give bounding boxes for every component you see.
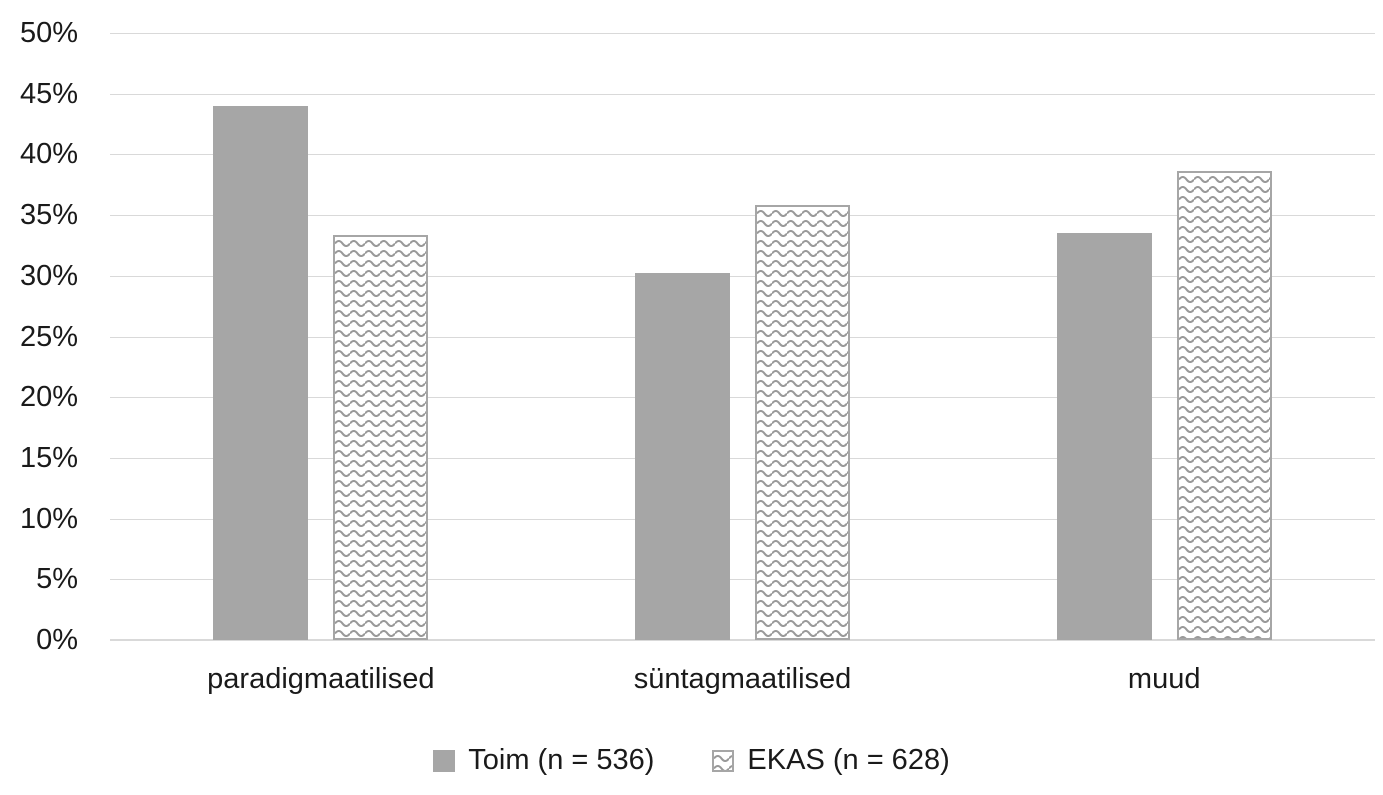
gridline-40 xyxy=(110,154,1375,156)
toim-bar-2 xyxy=(635,273,730,640)
bar-group-1 xyxy=(110,33,532,640)
gridline-20 xyxy=(110,397,1375,399)
gridline-35 xyxy=(110,215,1375,217)
y-tick-label-35: 35% xyxy=(19,199,78,232)
bar-group-3 xyxy=(953,33,1375,640)
gridline-50 xyxy=(110,33,1375,34)
gridline-15 xyxy=(110,457,1375,459)
legend-label-ekas: EKAS (n = 628) xyxy=(747,744,950,776)
y-tick-label-25: 25% xyxy=(19,320,78,353)
y-tick-label-0: 0% xyxy=(36,624,78,656)
y-tick-label-50: 50% xyxy=(19,17,78,49)
y-tick-label-20: 20% xyxy=(19,381,78,414)
x-axis-labels: paradigmaatilised süntagmaatilised muud xyxy=(110,663,1375,696)
gridline-25 xyxy=(110,336,1375,338)
ekas-bar-1 xyxy=(333,235,429,640)
ekas-bar-3 xyxy=(1176,171,1272,640)
legend-item-ekas: EKAS (n = 628) xyxy=(712,744,950,777)
toim-bar-1 xyxy=(213,106,309,640)
y-tick-label-45: 45% xyxy=(19,77,78,110)
toim-bar-3 xyxy=(1056,233,1152,640)
y-tick-label-15: 15% xyxy=(19,441,78,474)
legend-swatch-toim xyxy=(433,749,456,772)
legend-label-toim: Toim (n = 536) xyxy=(468,744,655,776)
ekas-bar-2 xyxy=(755,205,850,640)
y-tick-label-5: 5% xyxy=(36,563,78,596)
gridline-45 xyxy=(110,93,1375,95)
x-tick-label-paradigmaatilised: paradigmaatilised xyxy=(207,663,435,695)
x-tick-label-muud: muud xyxy=(1127,663,1201,695)
legend-item-toim: Toim (n = 536) xyxy=(433,744,654,777)
y-tick-label-30: 30% xyxy=(19,259,78,292)
y-tick-label-40: 40% xyxy=(19,138,78,171)
x-axis-line xyxy=(110,639,1375,641)
legend: Toim (n = 536) EKAS (n = 628) xyxy=(0,744,1383,777)
gridline-30 xyxy=(110,275,1375,277)
gridline-5 xyxy=(110,579,1375,581)
x-tick-label-suntagmaatilised: süntagmaatilised xyxy=(633,663,852,695)
y-tick-label-10: 10% xyxy=(19,502,78,535)
gridline-10 xyxy=(110,518,1375,520)
legend-swatch-ekas xyxy=(712,749,735,772)
plot-area xyxy=(110,33,1375,641)
bar-groups xyxy=(110,33,1375,640)
bar-group-2 xyxy=(532,33,954,640)
